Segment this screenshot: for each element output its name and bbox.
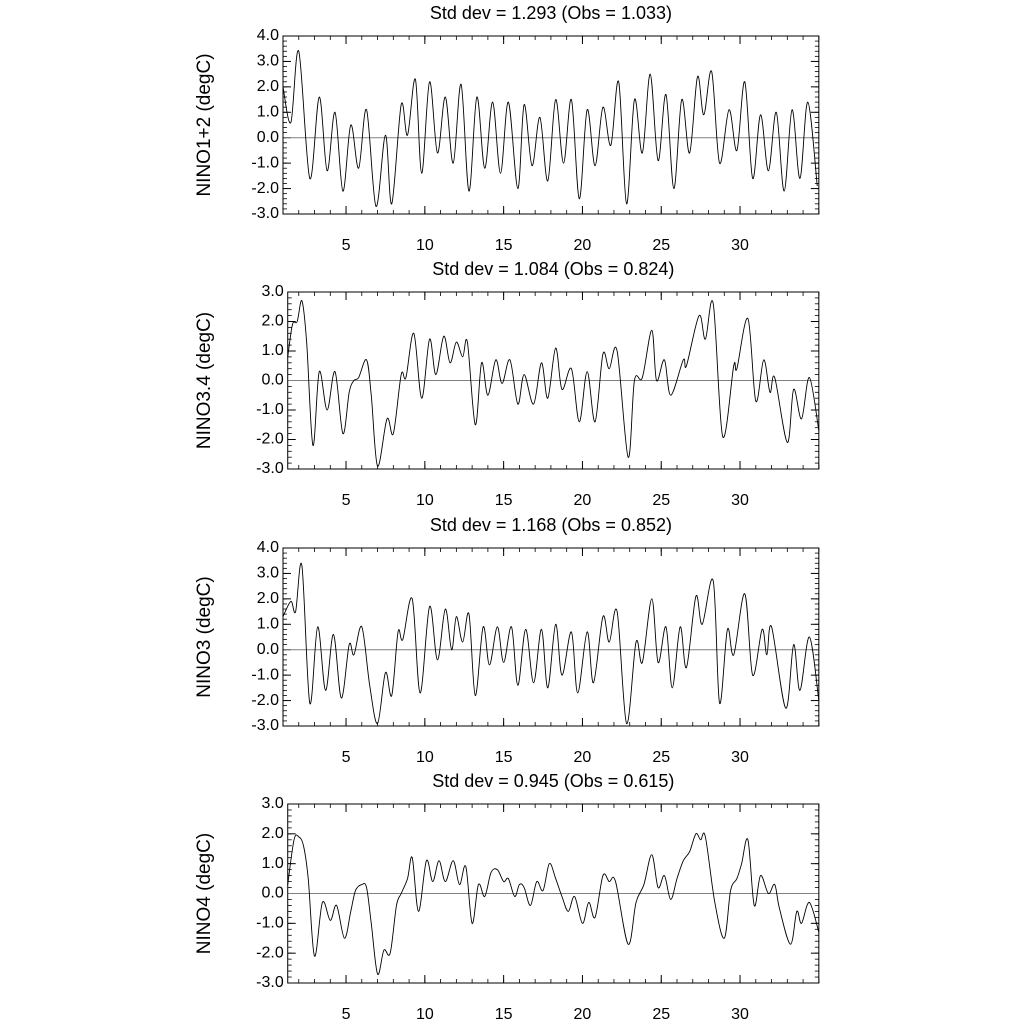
plot-frame xyxy=(282,35,820,215)
chart-title: Std dev = 1.084 (Obs = 0.824) xyxy=(432,259,674,279)
y-tick-label: -1.0 xyxy=(251,154,279,171)
y-tick-label: -1.0 xyxy=(251,666,279,683)
y-tick-label: 3.0 xyxy=(261,283,283,300)
x-tick-label: 30 xyxy=(731,492,749,509)
x-tick-label: 25 xyxy=(652,237,670,254)
x-tick-label: 30 xyxy=(731,237,749,254)
x-tick-label: 20 xyxy=(574,492,592,509)
plot-frame xyxy=(282,547,820,727)
x-tick-label: 25 xyxy=(652,749,670,766)
x-tick-label: 20 xyxy=(574,749,592,766)
y-tick-label: 1.0 xyxy=(257,104,279,121)
x-tick-label: 15 xyxy=(495,492,513,509)
panel: Std dev = 1.168 (Obs = 0.852) NINO3 (degC… xyxy=(194,515,820,766)
panel: Std dev = 0.945 (Obs = 0.615) NINO4 (degC… xyxy=(194,771,820,1023)
y-tick-label: 0.0 xyxy=(257,641,279,658)
x-tick-label: 30 xyxy=(731,1006,749,1023)
x-tick-label: 10 xyxy=(416,237,434,254)
x-tick-label: 10 xyxy=(416,492,434,509)
series-line xyxy=(287,300,820,467)
y-tick-label: 4.0 xyxy=(257,27,279,44)
y-axis-label: NINO1+2 (degC) xyxy=(194,53,215,196)
y-tick-label: -3.0 xyxy=(256,460,284,477)
x-tick-label: 5 xyxy=(342,1006,351,1023)
x-tick-label: 15 xyxy=(495,1006,513,1023)
x-tick-label: 20 xyxy=(574,237,592,254)
chart-title: Std dev = 1.293 (Obs = 1.033) xyxy=(430,3,672,23)
x-tick-label: 10 xyxy=(416,749,434,766)
y-tick-label: -2.0 xyxy=(251,692,279,709)
y-tick-label: -1.0 xyxy=(256,401,284,418)
x-tick-label: 30 xyxy=(731,749,749,766)
x-tick-label: 25 xyxy=(652,492,670,509)
x-tick-label: 15 xyxy=(495,237,513,254)
y-tick-label: 0.0 xyxy=(257,129,279,146)
y-axis-label: NINO4 (degC) xyxy=(194,833,215,954)
y-axis-label: NINO3.4 (degC) xyxy=(194,312,215,449)
y-tick-label: -1.0 xyxy=(256,915,284,932)
y-tick-label: 0.0 xyxy=(261,885,283,902)
y-tick-label: 3.0 xyxy=(257,53,279,70)
y-tick-label: -3.0 xyxy=(256,974,284,991)
series-line xyxy=(287,832,820,975)
chart-title: Std dev = 1.168 (Obs = 0.852) xyxy=(430,515,672,535)
plot-frame xyxy=(287,291,820,470)
x-tick-label: 5 xyxy=(342,237,351,254)
y-tick-label: 1.0 xyxy=(257,616,279,633)
y-tick-label: 2.0 xyxy=(261,825,283,842)
chart-title: Std dev = 0.945 (Obs = 0.615) xyxy=(432,771,674,791)
y-axis-label: NINO3 (degC) xyxy=(194,576,215,697)
y-tick-label: -3.0 xyxy=(251,717,279,734)
y-tick-label: -3.0 xyxy=(251,205,279,222)
y-tick-label: 3.0 xyxy=(261,795,283,812)
y-tick-label: 2.0 xyxy=(257,78,279,95)
x-tick-label: 5 xyxy=(342,749,351,766)
x-tick-label: 20 xyxy=(574,1006,592,1023)
plot-frame xyxy=(287,803,820,984)
y-tick-label: 1.0 xyxy=(261,855,283,872)
y-tick-label: 3.0 xyxy=(257,565,279,582)
series-line xyxy=(282,50,818,207)
x-tick-label: 25 xyxy=(652,1006,670,1023)
y-tick-label: -2.0 xyxy=(256,431,284,448)
y-tick-label: 1.0 xyxy=(261,342,283,359)
panel: Std dev = 1.293 (Obs = 1.033) NINO1+2 (de… xyxy=(194,3,820,254)
y-tick-label: 2.0 xyxy=(261,313,283,330)
y-tick-label: -2.0 xyxy=(251,180,279,197)
x-tick-label: 10 xyxy=(416,1006,434,1023)
y-tick-label: -2.0 xyxy=(256,944,284,961)
series-line xyxy=(282,562,820,724)
y-tick-label: 0.0 xyxy=(261,372,283,389)
x-tick-label: 5 xyxy=(342,492,351,509)
y-tick-label: 4.0 xyxy=(257,539,279,556)
x-tick-label: 15 xyxy=(495,749,513,766)
panel: Std dev = 1.084 (Obs = 0.824) NINO3.4 (de… xyxy=(194,259,820,509)
y-tick-label: 2.0 xyxy=(257,590,279,607)
